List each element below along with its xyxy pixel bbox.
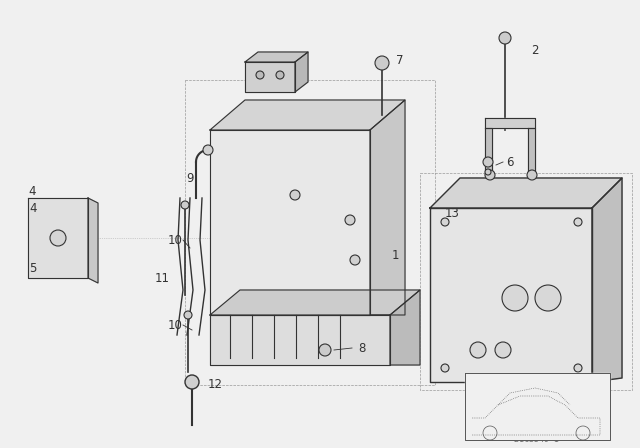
Circle shape: [375, 56, 389, 70]
Polygon shape: [390, 290, 420, 365]
Circle shape: [441, 364, 449, 372]
Circle shape: [203, 145, 213, 155]
Circle shape: [527, 170, 537, 180]
Polygon shape: [370, 100, 405, 315]
Text: 12: 12: [207, 378, 223, 391]
Circle shape: [441, 218, 449, 226]
Text: 7: 7: [396, 53, 404, 66]
Text: 9: 9: [186, 172, 194, 185]
Circle shape: [185, 375, 199, 389]
Circle shape: [574, 218, 582, 226]
Polygon shape: [485, 128, 492, 175]
Polygon shape: [210, 130, 370, 315]
Circle shape: [319, 344, 331, 356]
Circle shape: [483, 157, 493, 167]
Text: 10: 10: [168, 319, 182, 332]
Circle shape: [290, 190, 300, 200]
Text: 4: 4: [29, 202, 36, 215]
Circle shape: [50, 230, 66, 246]
Circle shape: [495, 342, 511, 358]
Polygon shape: [528, 128, 535, 175]
Polygon shape: [465, 373, 610, 440]
Polygon shape: [28, 198, 88, 278]
Text: 10: 10: [168, 233, 182, 246]
Text: 13: 13: [445, 207, 460, 220]
Text: 21C3549 I: 21C3549 I: [515, 435, 559, 444]
Text: 5: 5: [29, 262, 36, 275]
Circle shape: [350, 255, 360, 265]
Polygon shape: [210, 100, 405, 130]
Polygon shape: [210, 315, 390, 365]
Circle shape: [502, 285, 528, 311]
Polygon shape: [485, 118, 535, 128]
Text: 8: 8: [358, 341, 365, 354]
Polygon shape: [245, 62, 295, 92]
Circle shape: [535, 285, 561, 311]
Polygon shape: [430, 178, 622, 208]
Text: 11: 11: [154, 271, 170, 284]
Polygon shape: [88, 198, 98, 283]
Circle shape: [345, 215, 355, 225]
Circle shape: [181, 201, 189, 209]
Polygon shape: [592, 178, 622, 382]
Circle shape: [276, 71, 284, 79]
Text: 3: 3: [264, 52, 272, 65]
Circle shape: [499, 32, 511, 44]
Text: 2: 2: [531, 43, 539, 56]
Circle shape: [470, 342, 486, 358]
Text: 1: 1: [391, 249, 399, 262]
Polygon shape: [430, 208, 592, 382]
Circle shape: [485, 170, 495, 180]
Circle shape: [184, 311, 192, 319]
Circle shape: [256, 71, 264, 79]
Text: 4: 4: [28, 185, 35, 198]
Text: 6: 6: [506, 155, 514, 168]
Circle shape: [485, 169, 491, 175]
Polygon shape: [295, 52, 308, 92]
Polygon shape: [245, 52, 308, 62]
Circle shape: [574, 364, 582, 372]
Polygon shape: [210, 290, 420, 315]
